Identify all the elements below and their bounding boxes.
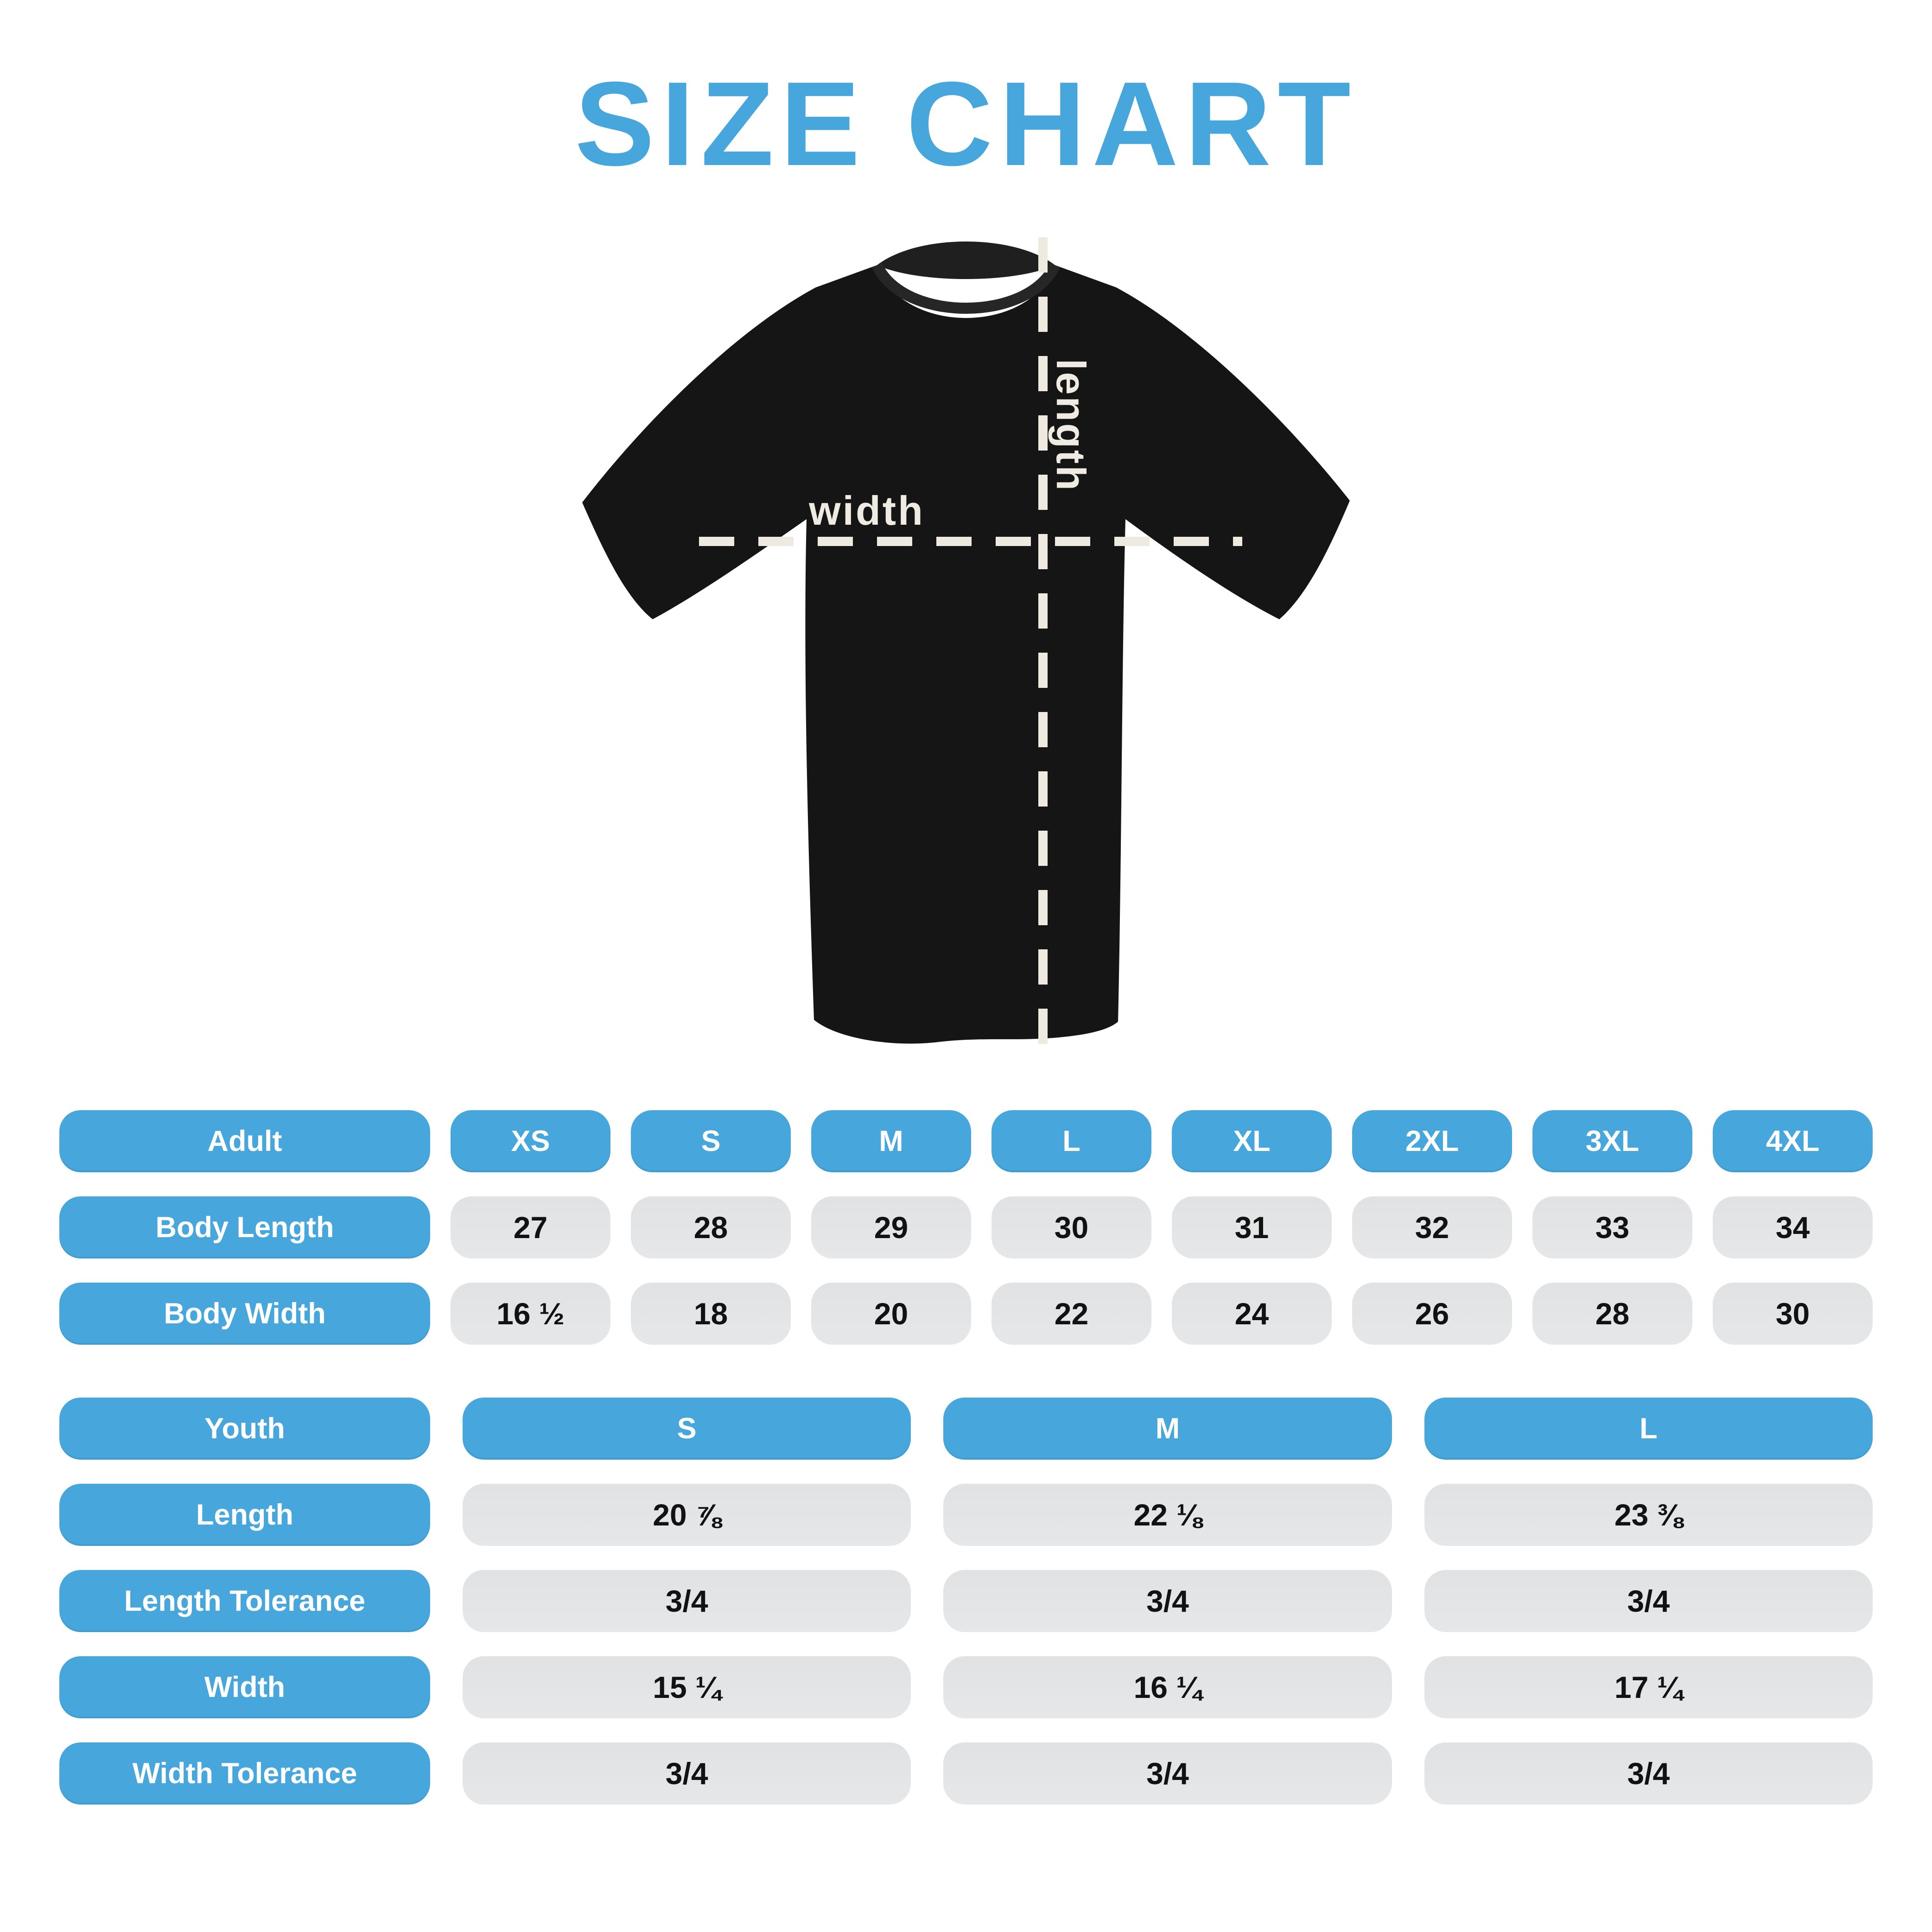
body-width-value: 28 bbox=[1532, 1283, 1692, 1345]
youth-header-label: Youth bbox=[59, 1398, 430, 1460]
tshirt-illustration: width length bbox=[582, 237, 1350, 1065]
body-width-value: 26 bbox=[1352, 1283, 1512, 1345]
youth-width-value: 15 ¼ bbox=[463, 1656, 911, 1718]
youth-size-m: M bbox=[943, 1398, 1392, 1460]
youth-size-s: S bbox=[463, 1398, 911, 1460]
body-width-value: 20 bbox=[811, 1283, 971, 1345]
adult-row-label-body-width: Body Width bbox=[59, 1283, 430, 1345]
width-label: width bbox=[808, 488, 925, 534]
youth-row-label-width: Width bbox=[59, 1656, 430, 1718]
adult-size-xl: XL bbox=[1172, 1110, 1332, 1172]
length-label: length bbox=[1048, 359, 1094, 492]
youth-width-tolerance-value: 3/4 bbox=[463, 1742, 911, 1805]
body-width-value: 30 bbox=[1713, 1283, 1873, 1345]
youth-length-value: 20 ⅞ bbox=[463, 1484, 911, 1546]
tshirt-measurement-diagram: width length bbox=[502, 226, 1430, 1079]
youth-length-tolerance-value: 3/4 bbox=[943, 1570, 1392, 1632]
adult-size-4xl: 4XL bbox=[1713, 1110, 1873, 1172]
adult-size-table: Adult XS S M L XL 2XL 3XL 4XL Body Lengt… bbox=[59, 1110, 1873, 1345]
youth-length-value: 23 ⅜ bbox=[1424, 1484, 1873, 1546]
body-length-value: 29 bbox=[811, 1196, 971, 1258]
tshirt-collar-rib bbox=[872, 262, 1060, 314]
body-length-value: 28 bbox=[631, 1196, 791, 1258]
youth-length-tolerance-value: 3/4 bbox=[463, 1570, 911, 1632]
youth-width-tolerance-value: 3/4 bbox=[943, 1742, 1392, 1805]
body-length-value: 27 bbox=[451, 1196, 610, 1258]
youth-width-tolerance-value: 3/4 bbox=[1424, 1742, 1873, 1805]
body-length-value: 31 bbox=[1172, 1196, 1332, 1258]
youth-row-label-width-tolerance: Width Tolerance bbox=[59, 1742, 430, 1805]
youth-row-label-length: Length bbox=[59, 1484, 430, 1546]
youth-size-table: Youth S M L Length 20 ⅞ 22 ⅛ 23 ⅜ Length… bbox=[59, 1398, 1873, 1805]
body-length-value: 32 bbox=[1352, 1196, 1512, 1258]
youth-length-value: 22 ⅛ bbox=[943, 1484, 1392, 1546]
adult-row-label-body-length: Body Length bbox=[59, 1196, 430, 1258]
youth-length-tolerance-value: 3/4 bbox=[1424, 1570, 1873, 1632]
adult-size-3xl: 3XL bbox=[1532, 1110, 1692, 1172]
youth-size-l: L bbox=[1424, 1398, 1873, 1460]
tshirt-silhouette bbox=[582, 265, 1350, 1044]
adult-size-l: L bbox=[991, 1110, 1151, 1172]
adult-size-m: M bbox=[811, 1110, 971, 1172]
page-title: SIZE CHART bbox=[575, 57, 1357, 191]
body-width-value: 24 bbox=[1172, 1283, 1332, 1345]
adult-size-s: S bbox=[631, 1110, 791, 1172]
adult-size-xs: XS bbox=[451, 1110, 610, 1172]
body-width-value: 18 bbox=[631, 1283, 791, 1345]
youth-row-label-length-tolerance: Length Tolerance bbox=[59, 1570, 430, 1632]
body-length-value: 33 bbox=[1532, 1196, 1692, 1258]
tshirt-collar-back bbox=[877, 242, 1055, 279]
adult-size-2xl: 2XL bbox=[1352, 1110, 1512, 1172]
body-width-value: 22 bbox=[991, 1283, 1151, 1345]
body-length-value: 30 bbox=[991, 1196, 1151, 1258]
youth-width-value: 17 ¼ bbox=[1424, 1656, 1873, 1718]
body-length-value: 34 bbox=[1713, 1196, 1873, 1258]
adult-header-label: Adult bbox=[59, 1110, 430, 1172]
youth-width-value: 16 ¼ bbox=[943, 1656, 1392, 1718]
body-width-value: 16 ½ bbox=[451, 1283, 610, 1345]
